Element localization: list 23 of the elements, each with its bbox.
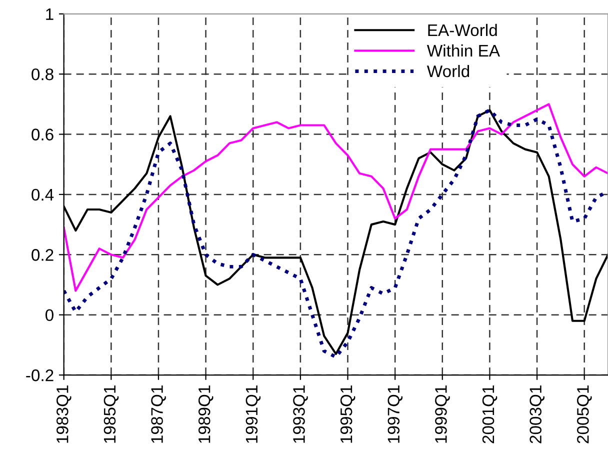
y-tick-label: 0 [46,309,54,322]
legend-label: World [426,64,470,78]
x-tick-label: 1999Q1 [435,386,450,443]
x-tick-label: 1993Q1 [293,386,308,443]
legend-label: Within EA [426,44,500,57]
x-tick-label: 1987Q1 [151,386,166,443]
x-tick-label: 1997Q1 [388,386,403,443]
y-tick-label: 0.6 [32,128,54,140]
x-tick-label: 1989Q1 [198,386,214,443]
y-tick-label: 0.2 [32,249,54,261]
x-tick-label: 2005Q1 [577,386,592,444]
y-tick-label: 0.4 [32,188,54,201]
y-tick-label: -0.2 [26,369,54,382]
legend-label: EA-World [428,24,497,36]
x-tick-label: 2001Q1 [482,386,498,444]
y-tick-label: 1 [46,8,54,20]
x-tick-label: 1983Q1 [56,386,72,443]
x-tick-label: 1995Q1 [340,386,356,443]
x-tick-label: 1985Q1 [104,386,119,443]
line-series [64,103,608,292]
y-tick-label: 0.8 [32,68,54,80]
x-tick-label: 2003Q1 [530,386,544,444]
x-tick-label: 1991Q1 [246,386,261,443]
